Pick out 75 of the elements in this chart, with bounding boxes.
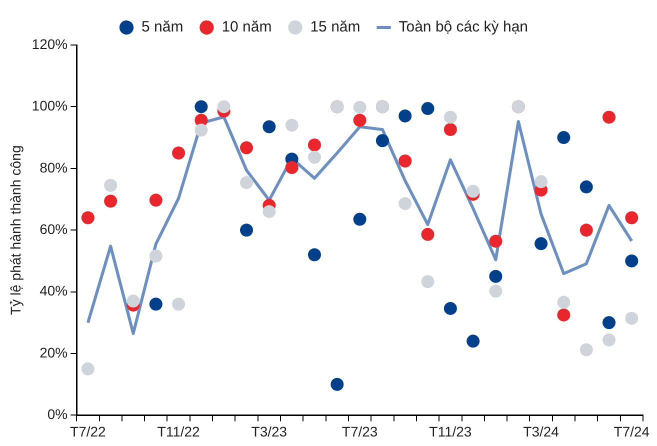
y-tick-label: 60% [40,220,68,237]
point [602,316,616,330]
point [444,302,457,315]
point [172,298,186,311]
x-tick-label: T11/23 [429,423,472,440]
point [330,378,344,391]
point [285,118,298,132]
point [353,212,366,226]
point [398,109,412,122]
point [557,308,570,322]
point [421,228,434,241]
point [489,234,502,248]
point [308,138,321,152]
point [625,312,638,325]
legend-label: 10 năm [222,18,272,36]
point [376,134,389,148]
point [444,110,457,124]
point [194,100,208,114]
y-tick-label: 80% [40,159,68,176]
point [308,248,321,262]
point [262,205,276,218]
point [353,114,366,127]
y-tick-label: 40% [40,282,68,299]
point [580,343,593,356]
point [126,294,140,308]
x-tick-label: T7/24 [614,423,650,440]
point [240,141,254,154]
point [444,123,457,136]
point [353,100,366,114]
point [149,194,162,207]
point [602,333,616,346]
point [217,100,230,114]
point [308,150,321,164]
point [580,224,593,237]
point [81,362,94,376]
point [398,154,412,168]
point [149,298,162,311]
point [625,254,638,268]
y-tick-label: 20% [40,344,68,360]
point [534,237,548,250]
legend-label: Toàn bộ các kỳ hạn [398,18,528,36]
point [466,184,480,198]
point [104,178,118,192]
point [466,334,480,348]
y-tick-label: 120% [32,36,68,52]
point [149,250,162,263]
legend-label: 15 năm [310,18,360,36]
point [240,224,254,237]
point [285,160,298,174]
point [81,211,94,224]
point [104,194,118,208]
x-tick-label: T11/22 [157,423,200,440]
point [240,176,254,190]
point [262,120,276,134]
point [489,284,502,298]
point [421,275,434,288]
point [557,296,570,309]
y-axis-title: Tỷ lệ phát hành thành công [7,145,24,315]
point [194,124,208,137]
point [398,197,412,210]
x-tick-label: T7/22 [70,423,106,440]
point [557,131,570,144]
y-tick-label: 0% [47,406,68,422]
x-tick-label: T3/23 [251,423,288,440]
point [421,102,434,116]
legend-label: 5 năm [142,18,184,36]
y-tick-label: 100% [32,98,68,114]
point [625,211,638,224]
point [602,110,616,124]
point [172,146,186,160]
point [489,270,502,283]
x-tick-label: T3/24 [523,423,560,440]
point [580,180,593,194]
point [534,175,548,188]
x-tick-label: T7/23 [342,423,378,440]
